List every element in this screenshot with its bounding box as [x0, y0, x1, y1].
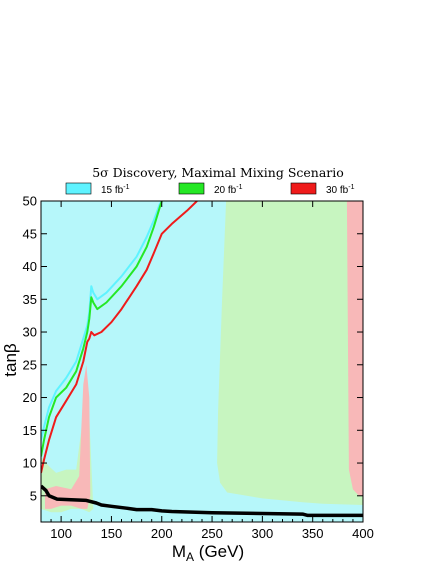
x-tick-label: 100 [50, 526, 72, 541]
x-tick-label: 150 [101, 526, 123, 541]
y-tick-label: 30 [23, 325, 37, 340]
series-line-2 [41, 201, 198, 474]
x-tick-label: 200 [151, 526, 173, 541]
x-label-rest: (GeV) [194, 542, 244, 561]
axes: 100 150 200 250 300 350 400 5 10 15 20 25 30 35 40 45 50 [23, 194, 374, 542]
series-line-lep-limit [41, 484, 363, 518]
chart-title: 5σ Discovery, Maximal Mixing Scenario [92, 165, 344, 180]
x-axis-label: MA (GeV) [172, 542, 244, 564]
y-tick-label: 50 [23, 194, 37, 209]
x-tick-label: 350 [302, 526, 324, 541]
legend-swatch [290, 182, 317, 195]
y-tick-label: 15 [23, 423, 37, 438]
y-tick-label: 45 [23, 226, 37, 241]
y-tick-label: 35 [23, 292, 37, 307]
region-pink-right [346, 201, 363, 496]
legend-swatch [178, 182, 205, 195]
x-tick-label: 300 [252, 526, 274, 541]
series-line-1 [41, 201, 163, 457]
legend-label: 15 fb-1 [101, 184, 130, 196]
legend-swatch [65, 182, 92, 195]
y-tick-label: 20 [23, 390, 37, 405]
x-label-part-m: M [172, 542, 186, 561]
x-label-sub: A [186, 550, 194, 564]
y-axis-label: tanβ [1, 343, 20, 377]
legend-label: 20 fb-1 [214, 184, 243, 196]
x-tick-label: 250 [201, 526, 223, 541]
plot-area [40, 200, 364, 523]
series-line-0 [41, 201, 163, 441]
y-tick-label: 25 [23, 357, 37, 372]
y-tick-label: 5 [30, 488, 37, 503]
regions [41, 201, 363, 522]
series-lines [41, 201, 363, 518]
y-tick-label: 10 [23, 456, 37, 471]
x-tick-label: 400 [352, 526, 374, 541]
legend: 15 fb-1 20 fb-1 30 fb-1 [65, 182, 355, 196]
y-tick-label: 40 [23, 259, 37, 274]
region-green-mid [217, 201, 363, 505]
legend-label: 30 fb-1 [326, 184, 355, 196]
